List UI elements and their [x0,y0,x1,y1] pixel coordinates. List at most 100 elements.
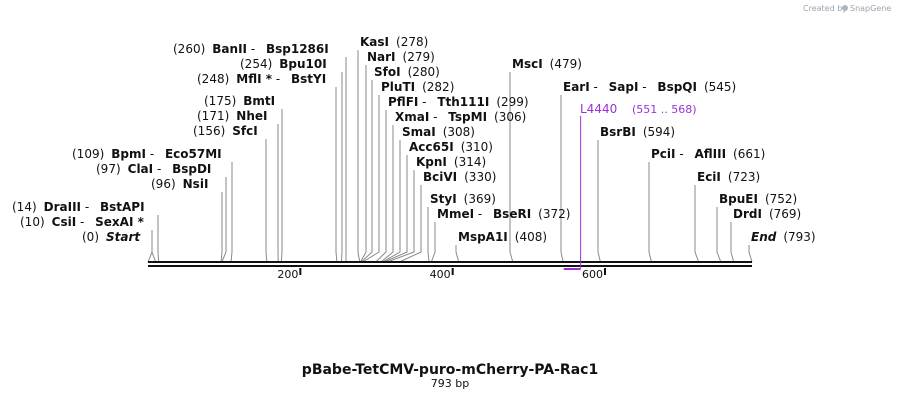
site-label[interactable]: (14) DraIII - BstAPI [12,200,145,214]
site-label[interactable]: MscI (479) [512,57,582,71]
site-label[interactable]: (156) SfcI [193,124,258,138]
map-title: pBabe-TetCMV-puro-mCherry-PA-Rac1 [302,362,598,378]
site-line [151,230,157,263]
site-line [730,222,735,263]
site-position: (408) [515,230,547,244]
site-position: - [474,207,486,221]
site-label[interactable]: (97) ClaI - BspDI [96,162,211,176]
site-label[interactable]: (175) BmtI [204,94,275,108]
site-position: - [638,80,650,94]
enzyme-name: DrdI [733,207,762,221]
enzyme-name: BciVI [423,170,457,184]
enzyme-name: BanII [212,42,247,56]
enzyme-name: ClaI [128,162,153,176]
site-label[interactable]: NarI (279) [367,50,435,64]
site-label[interactable]: BciVI (330) [423,170,496,184]
enzyme-name: StyI [430,192,457,206]
site-position: (310) [461,140,493,154]
site-line [694,185,700,263]
site-label[interactable]: (254) Bpu10I [240,57,327,71]
site-label[interactable]: EarI - SapI - BspQI (545) [563,80,736,94]
site-label[interactable]: (260) BanII - Bsp1286I [173,42,329,56]
site-position: (156) [193,124,225,138]
site-label[interactable]: MmeI - BseRI (372) [437,207,570,221]
credit: Created by SnapGene [803,4,891,13]
enzyme-name: BseRI [493,207,531,221]
enzyme-name: BstYI [291,72,326,86]
enzyme-name: Start [106,230,141,244]
site-label[interactable]: SfoI (280) [374,65,440,79]
site-label[interactable]: Acc65I (310) [409,140,493,154]
site-line [157,215,160,263]
site-position: - [153,162,165,176]
site-label[interactable]: PluTI (282) [381,80,454,94]
site-label[interactable]: StyI (369) [430,192,496,206]
site-position: (0) [82,230,99,244]
site-position: (254) [240,57,272,71]
enzyme-name: KasI [360,35,389,49]
enzyme-name: Bpu10I [279,57,326,71]
enzyme-name: EciI [697,170,721,184]
site-position: (752) [765,192,797,206]
snapgene-logo-icon [842,5,848,11]
site-line [340,72,343,263]
site-line [375,110,387,263]
enzyme-name: DraIII [44,200,81,214]
site-line [360,65,367,263]
site-position: (769) [769,207,801,221]
site-label[interactable]: End (793) [751,230,816,244]
site-label[interactable]: (248) MflI * - BstYI [197,72,326,86]
enzyme-name: SmaI [402,125,436,139]
site-position: (545) [704,80,736,94]
site-position: - [76,215,88,229]
site-label[interactable]: (10) CsiI - SexAI * [20,215,145,229]
enzyme-name: TspMI [448,110,487,124]
site-label[interactable]: (96) NsiI [151,177,208,191]
site-position: (282) [422,80,454,94]
enzyme-name: MscI [512,57,543,71]
site-label[interactable]: (171) NheI [197,109,267,123]
primer-feature[interactable]: L4440 (551 .. 568) [563,102,697,270]
site-label[interactable]: (109) BpmI - Eco57MI [72,147,222,161]
site-label[interactable]: KpnI (314) [416,155,486,169]
map-length: 793 bp [431,377,469,390]
site-position: (14) [12,200,37,214]
site-line [383,155,408,263]
site-line [560,95,564,263]
site-labels: (0) Start (10) CsiI - SexAI * (14) DraIII - B… [12,35,816,244]
enzyme-name: NheI [236,109,267,123]
site-label[interactable]: PciI - AflIII (661) [651,147,765,161]
site-label[interactable]: XmaI - TspMI (306) [395,110,526,124]
site-line [280,109,283,263]
credit-prefix: Created by [803,4,847,13]
site-label[interactable]: SmaI (308) [402,125,475,139]
site-position: (96) [151,177,176,191]
site-position: (723) [728,170,760,184]
site-label[interactable]: BsrBI (594) [600,125,675,139]
site-label[interactable]: PflFI - Tth111I (299) [388,95,529,109]
site-line [335,87,338,263]
enzyme-name: BstAPI [100,200,145,214]
site-position: (280) [408,65,440,79]
enzyme-name: AflIII [694,147,726,161]
site-position: (279) [403,50,435,64]
enzyme-name: NarI [367,50,396,64]
site-label[interactable]: MspA1I (408) [458,230,547,244]
site-line [220,192,223,263]
site-position: - [272,72,284,86]
site-label[interactable]: BpuEI (752) [719,192,797,206]
enzyme-name: EarI [563,80,590,94]
site-label[interactable]: (0) Start [82,230,141,244]
enzyme-name: SexAI * [95,215,144,229]
site-position: (10) [20,215,45,229]
enzyme-name: MflI * [236,72,272,86]
site-label[interactable]: DrdI (769) [733,207,801,221]
site-position: - [146,147,158,161]
site-label[interactable]: EciI (723) [697,170,760,184]
enzyme-name: Bsp1286I [266,42,329,56]
site-line [386,170,415,263]
site-position: (369) [464,192,496,206]
site-position: (793) [783,230,815,244]
site-label[interactable]: KasI (278) [360,35,428,49]
site-position: (594) [643,125,675,139]
